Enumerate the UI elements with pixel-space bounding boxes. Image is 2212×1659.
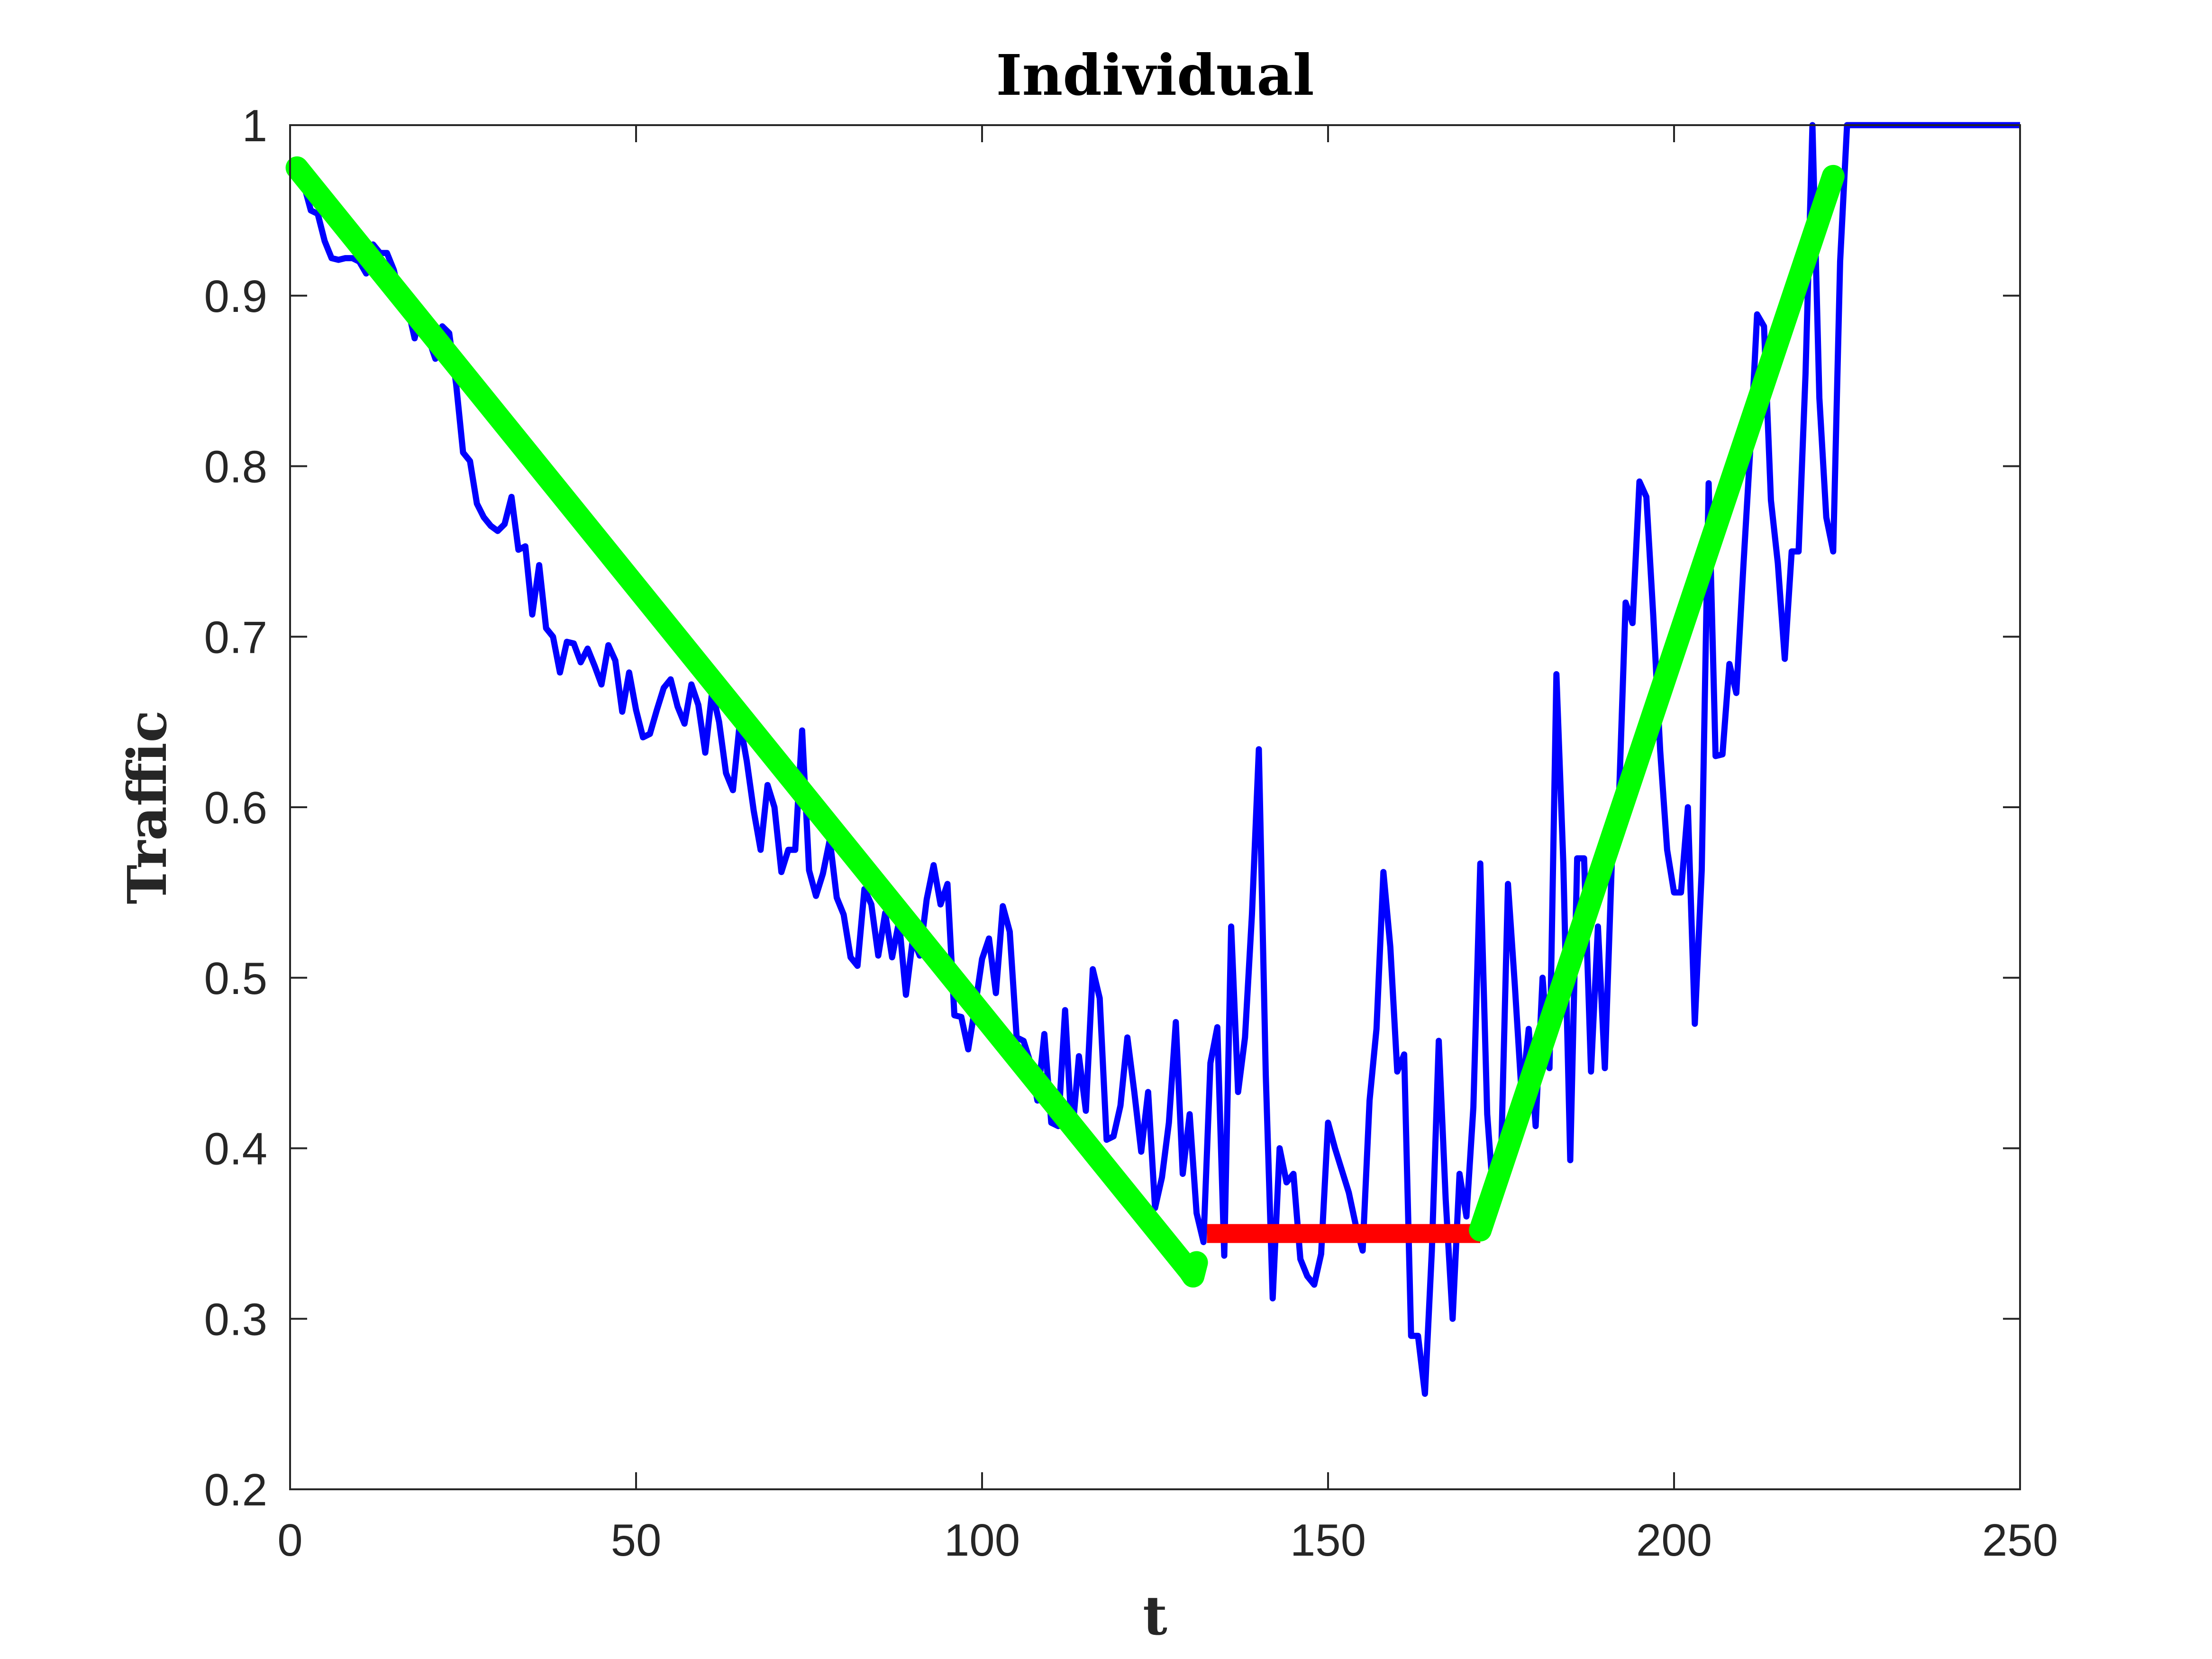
y-tick-label: 0.2 <box>204 1465 267 1515</box>
x-tick-label: 150 <box>1290 1515 1366 1566</box>
axes-background <box>290 125 2020 1489</box>
y-axis-label: Traffic <box>117 710 179 904</box>
y-tick-labels: 0.2 0.3 0.4 0.5 0.6 0.7 0.8 0.9 1 <box>204 100 267 1515</box>
y-tick-label: 0.7 <box>204 612 267 663</box>
x-tick-label: 0 <box>277 1515 302 1566</box>
chart-title: Individual <box>996 42 1314 108</box>
series-line-2 <box>285 156 1208 1288</box>
tick-marks <box>289 124 2021 1490</box>
x-tick-label: 100 <box>944 1515 1020 1566</box>
y-tick-label: 0.3 <box>204 1294 267 1345</box>
x-tick-label: 200 <box>1636 1515 1712 1566</box>
y-tick-label: 1 <box>242 100 267 151</box>
x-tick-label: 50 <box>611 1515 662 1566</box>
series-layer <box>285 122 2020 1397</box>
x-axis-label: t <box>1143 1585 1167 1647</box>
plot-area <box>285 122 2021 1490</box>
y-tick-label: 0.9 <box>204 271 267 322</box>
y-tick-label: 0.6 <box>204 783 267 833</box>
y-tick-label: 0.8 <box>204 442 267 492</box>
x-tick-label: 250 <box>1982 1515 2058 1566</box>
x-tick-labels: 0 50 100 150 200 250 <box>277 1515 2058 1566</box>
series-line-4 <box>1469 164 1845 1242</box>
series-line-1 <box>294 122 2020 1397</box>
y-tick-label: 0.5 <box>204 953 267 1004</box>
y-tick-label: 0.4 <box>204 1124 267 1175</box>
